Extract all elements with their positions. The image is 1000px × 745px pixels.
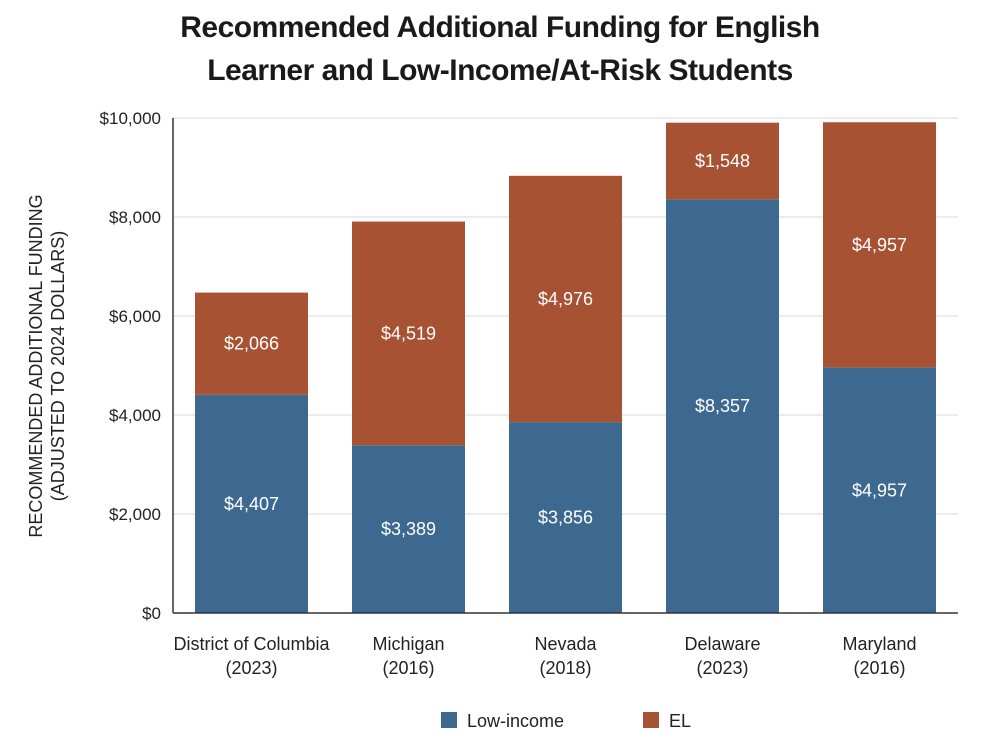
x-category-label: District of Columbia [173, 634, 330, 654]
x-category-label: Michigan [372, 634, 444, 654]
y-tick-label: $2,000 [109, 505, 161, 524]
x-category-label: (2016) [853, 658, 905, 678]
y-tick-label: $10,000 [100, 109, 161, 128]
bar-el [352, 221, 465, 446]
bar-el [823, 122, 936, 368]
data-label: $4,957 [852, 480, 907, 500]
bar-el [509, 175, 622, 423]
y-axis-title-line-2: (ADJUSTED TO 2024 DOLLARS) [48, 231, 68, 501]
legend: Low-income EL [441, 711, 691, 731]
data-label: $2,066 [224, 334, 279, 354]
data-labels: $4,407 $2,066 $3,389 $4,519 $3,856 $4,976 $8,3… [224, 151, 907, 539]
legend-label: EL [669, 711, 691, 731]
data-label: $1,548 [695, 151, 750, 171]
bar-low-income [509, 422, 622, 613]
legend-label: Low-income [467, 711, 564, 731]
x-category-label: (2023) [696, 658, 748, 678]
y-axis-title: RECOMMENDED ADDITIONAL FUNDING (ADJUSTED… [26, 194, 68, 537]
x-category-label: Nevada [534, 634, 597, 654]
x-category-label: Delaware [684, 634, 760, 654]
bar-low-income [666, 199, 779, 614]
x-category-label: (2016) [382, 658, 434, 678]
data-label: $3,389 [381, 519, 436, 539]
y-tick-label: $8,000 [109, 208, 161, 227]
y-axis-title-line-1: RECOMMENDED ADDITIONAL FUNDING [26, 194, 46, 537]
data-label: $3,856 [538, 508, 593, 528]
data-label: $4,957 [852, 235, 907, 255]
data-label: $8,357 [695, 396, 750, 416]
legend-swatch [441, 712, 457, 728]
legend-swatch [643, 712, 659, 728]
x-category-label: (2018) [539, 658, 591, 678]
bar-el [666, 122, 779, 200]
bar-low-income [352, 445, 465, 613]
x-category-label: Maryland [842, 634, 916, 654]
data-label: $4,519 [381, 323, 436, 343]
bar-el [195, 292, 308, 395]
data-label: $4,407 [224, 494, 279, 514]
chart-title-line-1: Recommended Additional Funding for Engli… [180, 11, 820, 44]
bars [195, 122, 936, 614]
chart-title-line-2: Learner and Low-Income/At-Risk Students [207, 54, 793, 87]
x-category-label: (2023) [225, 658, 277, 678]
y-tick-label: $4,000 [109, 406, 161, 425]
data-label: $4,976 [538, 289, 593, 309]
bar-low-income [823, 367, 936, 613]
bar-low-income [195, 394, 308, 613]
y-tick-label: $6,000 [109, 307, 161, 326]
y-tick-label: $0 [142, 604, 161, 623]
axes: $0 $2,000 $4,000 $6,000 $8,000 $10,000 Distric… [100, 109, 958, 678]
chart-title: Recommended Additional Funding for Engli… [0, 6, 1000, 92]
